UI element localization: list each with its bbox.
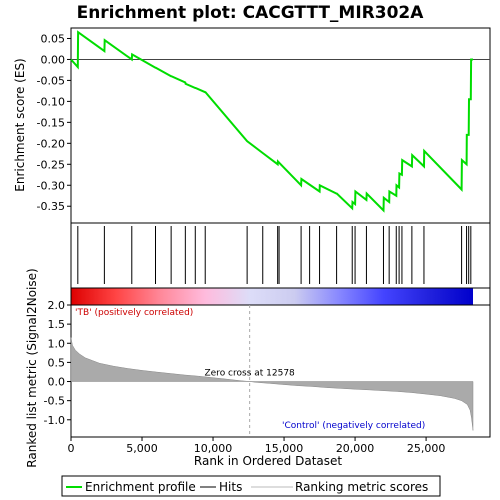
x-tick-label: 15,000 — [265, 442, 304, 455]
es-y-axis-label: Enrichment score (ES) — [13, 58, 27, 191]
negative-correlation-label: 'Control' (negatively correlated) — [282, 421, 425, 431]
x-tick-label: 25,000 — [407, 442, 446, 455]
metric-y-tick-label: 1.0 — [48, 337, 66, 350]
x-axis-label: Rank in Ordered Dataset — [194, 454, 342, 468]
hits-panel-frame — [70, 222, 491, 289]
metric-y-tick-label: -0.5 — [44, 395, 65, 408]
metric-panel-frame — [70, 304, 491, 438]
metric-panel: 2.0 1.5 1.0 0.5 0.0 -0.5 -1.0 0 5,000 10,000 15,0… — [25, 268, 491, 468]
metric-y-tick-label: 1.5 — [48, 318, 66, 331]
metric-y-tick-label: 0.0 — [48, 376, 66, 389]
positive-correlation-label: 'TB' (positively correlated) — [75, 308, 193, 318]
es-y-tick-label: -0.25 — [37, 158, 65, 171]
metric-y-tick-label: 0.5 — [48, 356, 66, 369]
ranking-gradient — [70, 287, 491, 306]
ranking-color-bar — [70, 287, 491, 306]
zero-cross-label: Zero cross at 12578 — [204, 369, 295, 379]
es-y-tick-label: -0.30 — [37, 179, 65, 192]
legend-label-hits: Hits — [219, 480, 242, 494]
legend-frame — [61, 475, 441, 497]
series-ranking-metric-scores — [70, 337, 474, 431]
x-tick-label: 5,000 — [126, 442, 158, 455]
es-y-axis: 0.05 0.00 -0.05 -0.10 -0.15 -0.20 -0.25 -0.30 -0… — [37, 32, 71, 213]
x-tick-label: 10,000 — [194, 442, 233, 455]
metric-y-axis: 2.0 1.5 1.0 0.5 0.0 -0.5 -1.0 — [44, 299, 71, 427]
x-tick-label: 0 — [68, 442, 75, 455]
es-panel-frame — [70, 27, 491, 224]
es-y-tick-label: 0.05 — [41, 32, 66, 45]
es-y-tick-label: -0.35 — [37, 200, 65, 213]
es-y-tick-label: 0.00 — [41, 53, 66, 66]
metric-y-axis-label: Ranked list metric (Signal2Noise) — [25, 268, 39, 467]
metric-x-axis: 0 5,000 10,000 15,000 20,000 25,000 — [68, 437, 446, 455]
es-y-tick-label: -0.15 — [37, 116, 65, 129]
es-y-tick-label: -0.10 — [37, 95, 65, 108]
x-tick-label: 20,000 — [336, 442, 375, 455]
es-panel: 0.05 0.00 -0.05 -0.10 -0.15 -0.20 -0.25 -0.30 -0… — [13, 27, 491, 224]
metric-y-tick-label: -1.0 — [44, 414, 65, 427]
series-enrichment-profile — [70, 30, 473, 213]
metric-y-tick-label: 2.0 — [48, 299, 66, 312]
chart-title: Enrichment plot: CACGTTT_MIR302A — [77, 3, 425, 23]
hit-markers — [77, 226, 472, 284]
es-y-tick-label: -0.20 — [37, 137, 65, 150]
legend-label-ranking-metric: Ranking metric scores — [295, 480, 428, 494]
hits-panel — [70, 222, 491, 289]
legend: Enrichment profile Hits Ranking metric s… — [61, 475, 441, 497]
legend-label-enrichment-profile: Enrichment profile — [85, 480, 196, 494]
es-y-tick-label: -0.05 — [37, 74, 65, 87]
